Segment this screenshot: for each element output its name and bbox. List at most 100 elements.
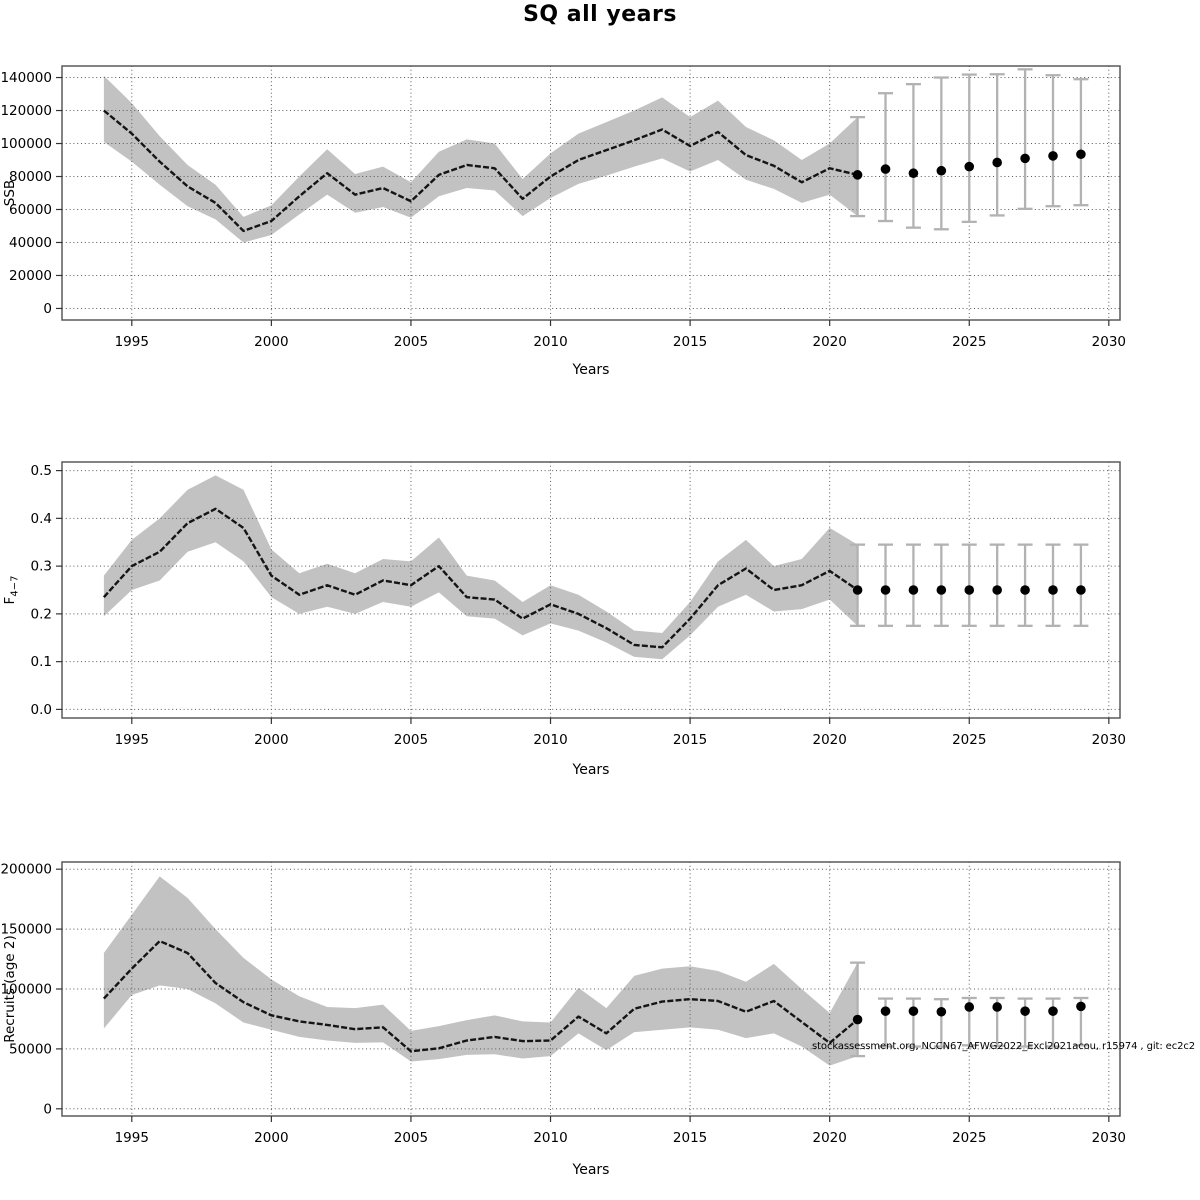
forecast-point: [1020, 153, 1030, 164]
forecast-point: [852, 1014, 863, 1025]
x-tick-label: 2015: [673, 334, 707, 350]
estimate-line-f: [102, 507, 859, 649]
x-tick-label: 2030: [1092, 334, 1126, 350]
gridlines-recruits: [62, 862, 1120, 1116]
confidence-band-ssb: [103, 75, 858, 243]
x-axis-label-years-bottom: Years: [572, 1162, 610, 1178]
forecast-point: [1048, 585, 1058, 595]
x-axis-label-years-middle: Years: [572, 762, 610, 778]
x-tick-label: 2000: [254, 732, 288, 748]
forecast-point: [880, 164, 891, 174]
y-axis-ssb: 0 20000 40000 60000 80000 100000 120000 140000: [0, 70, 62, 317]
x-tick-label: 2005: [394, 334, 428, 350]
x-tick-label: 2020: [812, 732, 846, 748]
forecast-errorbars-ssb: [850, 68, 1089, 231]
y-tick-label: 0.2: [31, 606, 52, 622]
forecast-points-recruits: [852, 1001, 1086, 1025]
forecast-point: [1076, 585, 1086, 595]
y-tick-label: 40000: [9, 235, 52, 251]
confidence-band-recruits: [103, 876, 858, 1066]
x-tick-label: 2010: [533, 334, 567, 350]
forecast-point: [992, 157, 1002, 168]
forecast-point: [908, 1006, 919, 1016]
y-tick-label: 0.1: [31, 654, 52, 670]
x-tick-label: 1995: [115, 1130, 149, 1146]
x-tick-label: 2005: [394, 1130, 428, 1146]
forecast-point: [908, 585, 919, 595]
y-tick-label: 0: [43, 1101, 52, 1117]
y-axis-f: 0.0 0.1 0.2 0.3 0.4 0.5: [31, 463, 62, 718]
x-tick-label: 2020: [812, 334, 846, 350]
forecast-point: [1076, 1001, 1086, 1012]
y-tick-label: 100000: [0, 982, 52, 998]
x-tick-label: 2000: [254, 334, 288, 350]
x-tick-label: 2025: [952, 1130, 986, 1146]
forecast-point: [1020, 585, 1030, 595]
x-tick-label: 2030: [1092, 1130, 1126, 1146]
y-tick-label: 120000: [0, 103, 52, 119]
y-tick-label: 0.0: [31, 702, 52, 718]
x-tick-label: 2000: [254, 1130, 288, 1146]
forecast-point: [992, 1002, 1002, 1012]
confidence-band-f: [103, 475, 858, 660]
attribution-text: stockassessment.org, NCCN67_AFWG2022_Exc…: [812, 1041, 1196, 1052]
y-tick-label: 0.5: [31, 463, 52, 479]
forecast-point: [880, 585, 891, 595]
estimate-line-recruits: [102, 939, 859, 1053]
x-tick-label: 2015: [673, 732, 707, 748]
y-tick-label: 0.3: [31, 559, 52, 575]
x-axis-recruits: 1995 2000 2005 2010 2015 2020 2025 2030: [115, 1116, 1126, 1146]
forecast-points-ssb: [852, 149, 1086, 180]
y-axis-recruits: 0 50000 100000 150000 200000: [0, 862, 62, 1117]
x-axis-label-years-top: Years: [572, 362, 610, 378]
x-axis-f: 1995 2000 2005 2010 2015 2020 2025 2030: [115, 718, 1126, 748]
forecast-point: [964, 1002, 975, 1012]
forecast-point: [852, 585, 863, 595]
x-tick-label: 2025: [952, 334, 986, 350]
y-axis-label-f: F4−7: [2, 510, 22, 670]
x-tick-label: 1995: [115, 334, 149, 350]
y-axis-label-text: F: [2, 596, 18, 605]
y-tick-label: 200000: [0, 862, 52, 878]
y-tick-label: 50000: [9, 1041, 52, 1057]
x-tick-label: 2020: [812, 1130, 846, 1146]
panel-f: 0.0 0.1 0.2 0.3 0.4 0.5 1995 2000 2005 2010 2015 20…: [31, 461, 1126, 748]
y-tick-label: 140000: [0, 70, 52, 86]
estimate-line-ssb: [103, 109, 858, 233]
figure-title: SQ all years: [523, 2, 677, 27]
forecast-point: [936, 165, 947, 176]
y-tick-label: 0.4: [31, 511, 52, 527]
forecast-point: [1048, 151, 1058, 161]
y-axis-label-text: SSB: [2, 179, 18, 207]
y-tick-label: 60000: [9, 202, 52, 218]
y-axis-label-ssb: SSB: [2, 113, 22, 273]
forecast-point: [880, 1006, 891, 1016]
plot-frame-ssb: [61, 65, 1121, 321]
y-axis-label-subscript: 4−7: [9, 575, 21, 597]
x-tick-label: 2015: [673, 1130, 707, 1146]
x-axis-ssb: 1995 2000 2005 2010 2015 2020 2025 2030: [115, 320, 1126, 350]
forecast-point: [1020, 1006, 1030, 1016]
gridlines-f: [62, 462, 1120, 718]
forecast-points-f: [852, 585, 1086, 595]
forecast-point: [992, 585, 1002, 595]
y-tick-label: 0: [43, 301, 52, 317]
x-tick-label: 2010: [533, 732, 567, 748]
y-tick-label: 100000: [0, 136, 52, 152]
forecast-point: [852, 170, 863, 180]
x-tick-label: 2010: [533, 1130, 567, 1146]
forecast-point: [1076, 149, 1086, 160]
panel-ssb: 0 20000 40000 60000 80000 100000 120000 140000 1…: [0, 65, 1126, 350]
forecast-point: [936, 585, 947, 595]
plot-frame-f: [61, 461, 1121, 719]
forecast-point: [908, 168, 919, 179]
forecast-point: [936, 1006, 947, 1017]
x-tick-label: 1995: [115, 732, 149, 748]
y-axis-label-text: Recruits (age 2): [2, 935, 18, 1043]
x-tick-label: 2030: [1092, 732, 1126, 748]
y-tick-label: 150000: [0, 922, 52, 938]
y-tick-label: 80000: [9, 169, 52, 185]
panel-recruits: 0 50000 100000 150000 200000 1995 2000 2005 2010…: [0, 861, 1126, 1146]
x-tick-label: 2005: [394, 732, 428, 748]
